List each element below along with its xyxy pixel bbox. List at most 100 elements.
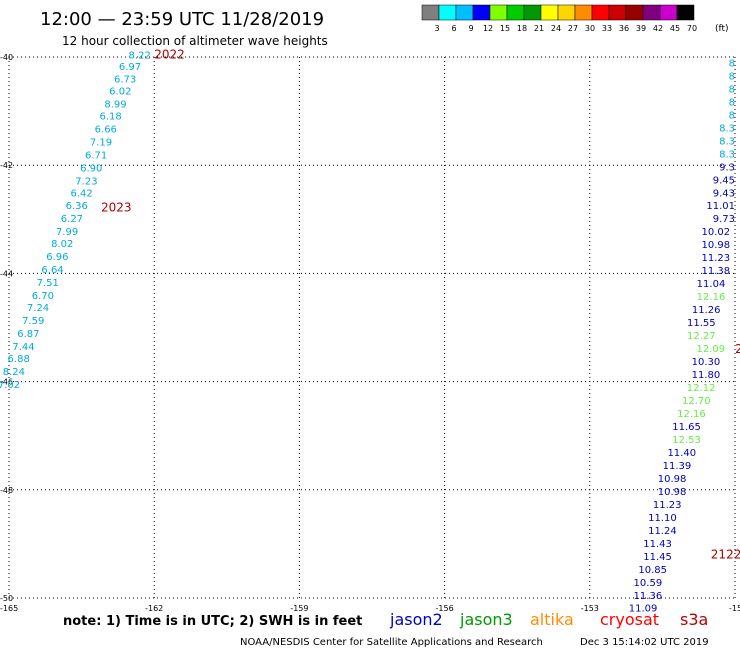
color-swatch xyxy=(421,4,440,21)
color-swatch xyxy=(659,4,678,21)
figure-subtitle: 12 hour collection of altimeter wave hei… xyxy=(62,34,328,48)
wave-height-label: 12.16 xyxy=(677,409,706,420)
wave-height-label: 11.38 xyxy=(702,266,731,277)
x-tick-label: -150 xyxy=(729,604,740,613)
wave-height-label: 9.73 xyxy=(713,214,735,225)
y-tick-label: -48 xyxy=(0,486,13,495)
color-scale-label: 30 xyxy=(585,24,595,33)
color-scale-label: 36 xyxy=(619,24,629,33)
wave-height-label: 11.65 xyxy=(672,422,701,433)
wave-height-label: 11.10 xyxy=(648,513,677,524)
color-swatch xyxy=(472,4,491,21)
wave-height-label: 7.19 xyxy=(90,137,112,148)
pass-time-label: 2122 xyxy=(711,548,740,562)
wave-height-label: 8 xyxy=(729,71,735,82)
x-tick-label: -165 xyxy=(0,604,18,613)
color-scale-label: 33 xyxy=(602,24,612,33)
wave-height-label: 11.24 xyxy=(648,526,677,537)
footer-credit: NOAA/NESDIS Center for Satellite Applica… xyxy=(240,637,543,648)
wave-height-label: 11.80 xyxy=(692,370,721,381)
wave-height-label: 6.71 xyxy=(85,150,107,161)
color-scale-label: 6 xyxy=(451,24,456,33)
footer-timestamp: Dec 3 15:14:02 UTC 2019 xyxy=(580,637,709,648)
y-tick-label: -40 xyxy=(0,53,13,62)
wave-height-label: 8 xyxy=(729,97,735,108)
wave-height-label: 10.98 xyxy=(658,474,687,485)
plot-area: -40 -42 -44 -46 -48 -50-165 -162 -159 -156 -153 -1… xyxy=(0,47,740,614)
wave-height-label: 9.45 xyxy=(713,175,735,186)
color-scale-label: 3 xyxy=(434,24,439,33)
wave-height-label: 7.23 xyxy=(75,176,97,187)
wave-height-label: 10.59 xyxy=(634,578,663,589)
color-swatch xyxy=(642,4,661,21)
wave-height-label: 11.36 xyxy=(634,591,663,602)
wave-height-label: 7.24 xyxy=(27,303,49,314)
color-scale-label: 9 xyxy=(468,24,473,33)
wave-height-label: 11.23 xyxy=(653,500,682,511)
y-tick-label: -44 xyxy=(0,269,13,278)
wave-height-label: 12.70 xyxy=(682,396,711,407)
figure-title: 12:00 — 23:59 UTC 11/28/2019 xyxy=(40,9,324,30)
pass-time-label: 2023 xyxy=(101,200,132,214)
color-swatch xyxy=(438,4,457,21)
color-scale-unit: (ft) xyxy=(715,24,729,34)
wave-height-label: 8 xyxy=(729,58,735,69)
color-swatch xyxy=(506,4,525,21)
color-swatch xyxy=(557,4,576,21)
wave-height-label: 6.70 xyxy=(32,291,54,302)
y-tick-label: -42 xyxy=(0,161,13,170)
color-scale-label: 27 xyxy=(568,24,578,33)
color-swatch xyxy=(574,4,593,21)
legend-item-altika: altika xyxy=(530,610,574,629)
wave-height-label: 6.90 xyxy=(80,163,102,174)
wave-height-label: 11.45 xyxy=(643,552,672,563)
wave-height-label: 6.97 xyxy=(119,62,141,73)
color-scale-label: 18 xyxy=(517,24,527,33)
wave-height-label: 11.55 xyxy=(687,318,716,329)
wave-height-label: 8 xyxy=(729,110,735,121)
color-scale-label: 15 xyxy=(500,24,510,33)
color-swatch xyxy=(540,4,559,21)
legend-item-jason2: jason2 xyxy=(389,610,443,629)
color-scale-label: 45 xyxy=(670,24,680,33)
wave-height-label: 7.59 xyxy=(22,316,44,327)
color-scale-label: 70 xyxy=(687,24,697,33)
wave-height-label: 12.12 xyxy=(687,383,716,394)
wave-height-label: 11.26 xyxy=(692,305,721,316)
color-swatch xyxy=(591,4,610,21)
wave-height-label: 6.27 xyxy=(61,214,83,225)
wave-height-label: 12.53 xyxy=(672,435,701,446)
wave-height-label: 7.44 xyxy=(12,342,34,353)
wave-height-label: 7.02 xyxy=(0,380,20,391)
color-scale-label: 12 xyxy=(483,24,493,33)
wave-height-label: 8.3 xyxy=(719,136,735,147)
y-tick-label: -50 xyxy=(0,594,13,603)
pass-time-label: 2 xyxy=(735,342,740,356)
wave-height-label: 12.16 xyxy=(697,292,726,303)
wave-height-label: 10.85 xyxy=(638,565,667,576)
wave-height-label: 8.3 xyxy=(719,123,735,134)
wave-height-label: 8 xyxy=(729,84,735,95)
color-swatch xyxy=(608,4,627,21)
wave-height-label: 6.42 xyxy=(70,188,92,199)
wave-height-label: 9.43 xyxy=(713,188,735,199)
wave-height-label: 6.66 xyxy=(95,124,117,135)
wave-height-label: 11.09 xyxy=(629,604,658,615)
wave-height-label: 6.64 xyxy=(41,265,63,276)
wave-height-label: 7.99 xyxy=(56,227,78,238)
satellite-legend: jason2 jason3 altika cryosat s3a xyxy=(389,610,708,629)
x-tick-label: -156 xyxy=(436,604,454,613)
wave-height-label: 11.40 xyxy=(667,448,696,459)
legend-item-jason3: jason3 xyxy=(459,610,513,629)
wave-height-label: 6.88 xyxy=(8,354,30,365)
wave-height-label: 10.98 xyxy=(702,240,731,251)
color-swatch xyxy=(455,4,474,21)
color-swatch xyxy=(523,4,542,21)
color-scale-label: 42 xyxy=(653,24,663,33)
wave-height-label: 6.36 xyxy=(66,201,88,212)
wave-height-label: 8.24 xyxy=(3,367,25,378)
color-scale-label: 21 xyxy=(534,24,544,33)
color-scale-bar: 3 6 9 12 15 18 21 24 27 30 33 36 39 42 45 70 xyxy=(421,4,697,33)
wave-height-label: 11.04 xyxy=(697,279,726,290)
x-tick-label: -162 xyxy=(145,604,163,613)
